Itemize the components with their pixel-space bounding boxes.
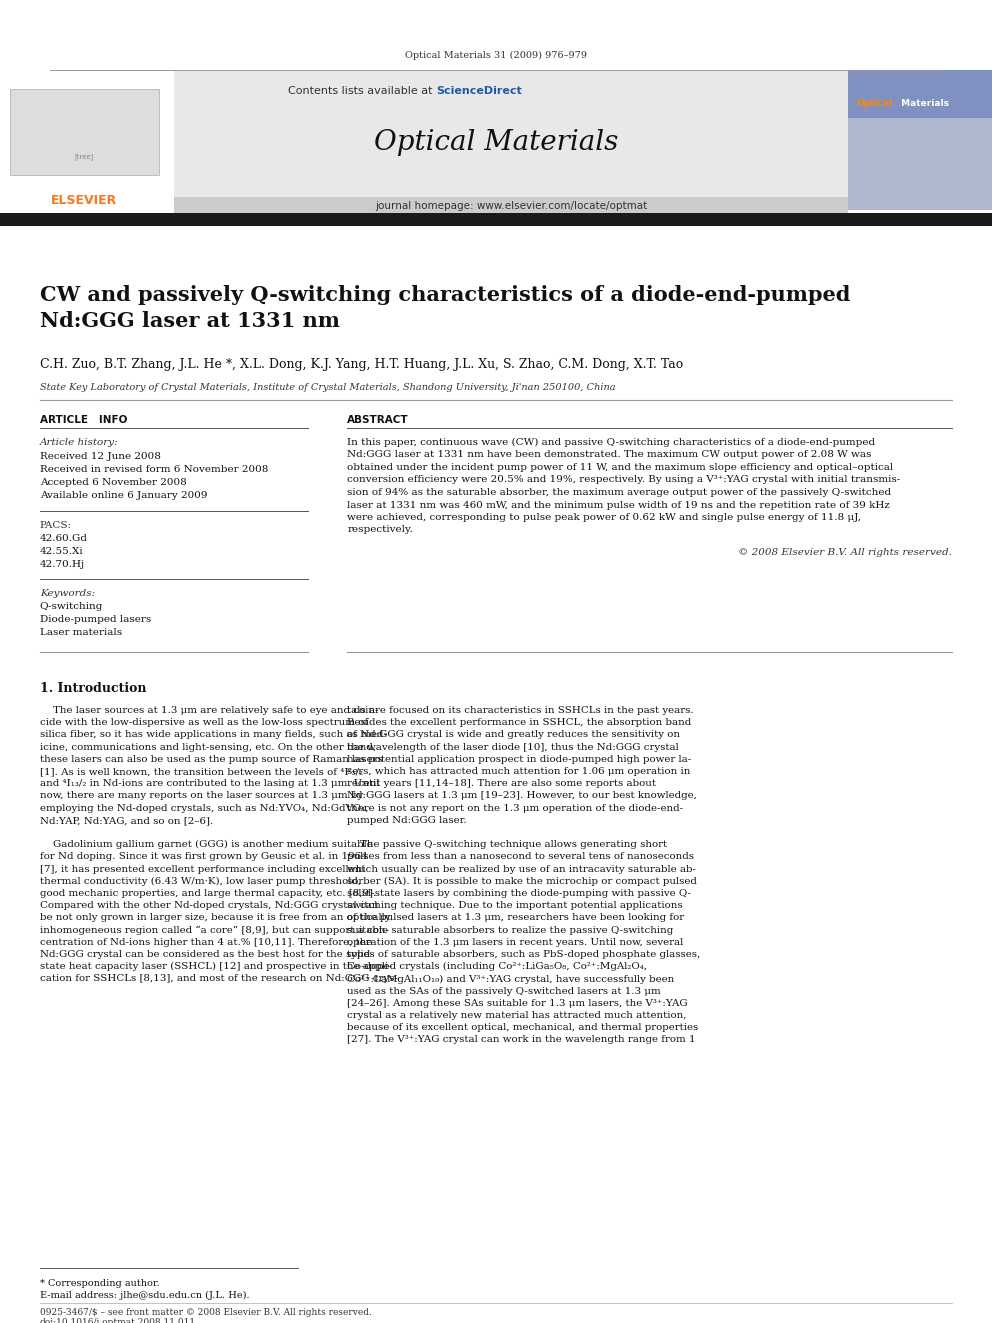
Text: the wavelength of the laser diode [10], thus the Nd:GGG crystal: the wavelength of the laser diode [10], … <box>347 742 679 751</box>
Text: sion of 94% as the saturable absorber, the maximum average output power of the p: sion of 94% as the saturable absorber, t… <box>347 488 892 497</box>
Text: good mechanic properties, and large thermal capacity, etc. [8,9].: good mechanic properties, and large ther… <box>40 889 376 898</box>
Text: icine, communications and light-sensing, etc. On the other hand,: icine, communications and light-sensing,… <box>40 742 376 751</box>
Text: Nd:GGG laser at 1331 nm have been demonstrated. The maximum CW output power of 2: Nd:GGG laser at 1331 nm have been demons… <box>347 451 872 459</box>
Text: ABSTRACT: ABSTRACT <box>347 415 409 425</box>
Text: Received in revised form 6 November 2008: Received in revised form 6 November 2008 <box>40 464 268 474</box>
Text: for Nd doping. Since it was first grown by Geusic et al. in 1964: for Nd doping. Since it was first grown … <box>40 852 367 861</box>
Text: pumped Nd:GGG laser.: pumped Nd:GGG laser. <box>347 816 467 824</box>
Text: 42.70.Hj: 42.70.Hj <box>40 560 84 569</box>
Text: used as the SAs of the passively Q-switched lasers at 1.3 μm: used as the SAs of the passively Q-switc… <box>347 987 661 996</box>
Text: Contents lists available at: Contents lists available at <box>289 86 436 97</box>
Text: 42.60.Gd: 42.60.Gd <box>40 534 87 542</box>
Text: Nd:GGG lasers at 1.3 μm [19–23]. However, to our best knowledge,: Nd:GGG lasers at 1.3 μm [19–23]. However… <box>347 791 697 800</box>
Text: be not only grown in larger size, because it is free from an optically: be not only grown in larger size, becaus… <box>40 913 390 922</box>
Text: suitable saturable absorbers to realize the passive Q-switching: suitable saturable absorbers to realize … <box>347 926 674 934</box>
Text: silica fiber, so it has wide applications in many fields, such as med-: silica fiber, so it has wide application… <box>40 730 387 740</box>
Text: sorber (SA). It is possible to make the microchip or compact pulsed: sorber (SA). It is possible to make the … <box>347 877 697 886</box>
Text: Optical Materials: Optical Materials <box>374 128 618 156</box>
Text: Compared with the other Nd-doped crystals, Nd:GGG crystal can: Compared with the other Nd-doped crystal… <box>40 901 378 910</box>
Text: inhomogeneous region called “a core” [8,9], but can support a con-: inhomogeneous region called “a core” [8,… <box>40 926 389 935</box>
Text: solid-state lasers by combining the diode-pumping with passive Q-: solid-state lasers by combining the diod… <box>347 889 691 898</box>
Text: of Nd:GGG crystal is wide and greatly reduces the sensitivity on: of Nd:GGG crystal is wide and greatly re… <box>347 730 681 740</box>
Text: Besides the excellent performance in SSHCL, the absorption band: Besides the excellent performance in SSH… <box>347 718 691 728</box>
Text: [27]. The V³⁺:YAG crystal can work in the wavelength range from 1: [27]. The V³⁺:YAG crystal can work in th… <box>347 1036 695 1044</box>
Text: state heat capacity laser (SSHCL) [12] and prospective in the appli-: state heat capacity laser (SSHCL) [12] a… <box>40 962 392 971</box>
Text: E-mail address: jlhe@sdu.edu.cn (J.L. He).: E-mail address: jlhe@sdu.edu.cn (J.L. He… <box>40 1291 249 1301</box>
Text: Received 12 June 2008: Received 12 June 2008 <box>40 452 161 460</box>
Text: now, there are many reports on the laser sources at 1.3 μm by: now, there are many reports on the laser… <box>40 791 363 800</box>
Text: 0925-3467/$ – see front matter © 2008 Elsevier B.V. All rights reserved.: 0925-3467/$ – see front matter © 2008 El… <box>40 1308 372 1316</box>
Bar <box>10 89 159 175</box>
Text: PACS:: PACS: <box>40 521 71 531</box>
Text: 1. Introduction: 1. Introduction <box>40 681 146 695</box>
Text: The laser sources at 1.3 μm are relatively safe to eye and coin-: The laser sources at 1.3 μm are relative… <box>40 706 378 714</box>
Text: The passive Q-switching technique allows generating short: The passive Q-switching technique allows… <box>347 840 668 849</box>
Text: Co-doped crystals (including Co²⁺:LiGa₅O₈, Co²⁺:MgAl₂O₄,: Co-doped crystals (including Co²⁺:LiGa₅O… <box>347 962 648 971</box>
Text: thermal conductivity (6.43 W/m·K), low laser pump threshold,: thermal conductivity (6.43 W/m·K), low l… <box>40 877 361 886</box>
Text: © 2008 Elsevier B.V. All rights reserved.: © 2008 Elsevier B.V. All rights reserved… <box>738 548 952 557</box>
Bar <box>0 213 992 226</box>
Text: there is not any report on the 1.3 μm operation of the diode-end-: there is not any report on the 1.3 μm op… <box>347 803 683 812</box>
Text: Nd:GGG crystal can be considered as the best host for the solid-: Nd:GGG crystal can be considered as the … <box>40 950 373 959</box>
Text: cation for SSHCLs [8,13], and most of the research on Nd:GGG crys-: cation for SSHCLs [8,13], and most of th… <box>40 975 398 983</box>
Text: Accepted 6 November 2008: Accepted 6 November 2008 <box>40 478 186 487</box>
Text: switching technique. Due to the important potential applications: switching technique. Due to the importan… <box>347 901 682 910</box>
Text: [tree]: [tree] <box>74 153 94 160</box>
Text: were achieved, corresponding to pulse peak power of 0.62 kW and single pulse ene: were achieved, corresponding to pulse pe… <box>347 513 861 523</box>
Text: [24–26]. Among these SAs suitable for 1.3 μm lasers, the V³⁺:YAG: [24–26]. Among these SAs suitable for 1.… <box>347 999 687 1008</box>
Text: C.H. Zuo, B.T. Zhang, J.L. He *, X.L. Dong, K.J. Yang, H.T. Huang, J.L. Xu, S. Z: C.H. Zuo, B.T. Zhang, J.L. He *, X.L. Do… <box>40 359 682 370</box>
Bar <box>0 70 992 210</box>
Text: these lasers can also be used as the pump source of Raman lasers: these lasers can also be used as the pum… <box>40 755 383 763</box>
Text: ARTICLE   INFO: ARTICLE INFO <box>40 415 127 425</box>
Text: Available online 6 January 2009: Available online 6 January 2009 <box>40 491 207 500</box>
Bar <box>848 70 992 210</box>
Text: Q-switching: Q-switching <box>40 602 103 611</box>
Text: Keywords:: Keywords: <box>40 589 95 598</box>
Bar <box>0 70 174 210</box>
Text: [1]. As is well known, the transition between the levels of ⁴F₃/₂: [1]. As is well known, the transition be… <box>40 767 363 777</box>
Text: sers, which has attracted much attention for 1.06 μm operation in: sers, which has attracted much attention… <box>347 767 690 777</box>
Text: laser at 1331 nm was 460 mW, and the minimum pulse width of 19 ns and the repeti: laser at 1331 nm was 460 mW, and the min… <box>347 500 890 509</box>
Text: respectively.: respectively. <box>347 525 413 534</box>
Text: crystal as a relatively new material has attracted much attention,: crystal as a relatively new material has… <box>347 1011 686 1020</box>
Text: Nd:YAP, Nd:YAG, and so on [2–6].: Nd:YAP, Nd:YAG, and so on [2–6]. <box>40 816 213 824</box>
Text: Laser materials: Laser materials <box>40 628 122 636</box>
Bar <box>174 197 848 213</box>
Text: types of saturable absorbers, such as PbS-doped phosphate glasses,: types of saturable absorbers, such as Pb… <box>347 950 700 959</box>
Text: Co²⁺:LaMgAl₁₁O₁₉) and V³⁺:YAG crystal, have successfully been: Co²⁺:LaMgAl₁₁O₁₉) and V³⁺:YAG crystal, h… <box>347 975 675 983</box>
Text: conversion efficiency were 20.5% and 19%, respectively. By using a V³⁺:YAG cryst: conversion efficiency were 20.5% and 19%… <box>347 475 901 484</box>
Text: Optical: Optical <box>856 98 893 107</box>
Text: ELSEVIER: ELSEVIER <box>52 193 117 206</box>
Text: ScienceDirect: ScienceDirect <box>436 86 522 97</box>
Text: CW and passively Q-switching characteristics of a diode-end-pumped
Nd:GGG laser : CW and passively Q-switching characteris… <box>40 284 850 331</box>
Text: because of its excellent optical, mechanical, and thermal properties: because of its excellent optical, mechan… <box>347 1023 698 1032</box>
Text: obtained under the incident pump power of 11 W, and the maximum slope efficiency: obtained under the incident pump power o… <box>347 463 894 472</box>
Text: Optical Materials 31 (2009) 976–979: Optical Materials 31 (2009) 976–979 <box>405 50 587 60</box>
Text: pulses from less than a nanosecond to several tens of nanoseconds: pulses from less than a nanosecond to se… <box>347 852 694 861</box>
Text: * Corresponding author.: * Corresponding author. <box>40 1279 160 1289</box>
Text: Gadolinium gallium garnet (GGG) is another medium suitable: Gadolinium gallium garnet (GGG) is anoth… <box>40 840 372 849</box>
Text: tals are focused on its characteristics in SSHCLs in the past years.: tals are focused on its characteristics … <box>347 706 693 714</box>
Text: which usually can be realized by use of an intracavity saturable ab-: which usually can be realized by use of … <box>347 865 696 873</box>
Text: of the pulsed lasers at 1.3 μm, researchers have been looking for: of the pulsed lasers at 1.3 μm, research… <box>347 913 684 922</box>
Text: State Key Laboratory of Crystal Materials, Institute of Crystal Materials, Shand: State Key Laboratory of Crystal Material… <box>40 382 615 392</box>
Text: [7], it has presented excellent performance including excellent: [7], it has presented excellent performa… <box>40 865 365 873</box>
Bar <box>848 70 992 118</box>
Text: Article history:: Article history: <box>40 438 118 447</box>
Text: and ⁴I₁₃/₂ in Nd-ions are contributed to the lasing at 1.3 μm. Until: and ⁴I₁₃/₂ in Nd-ions are contributed to… <box>40 779 379 789</box>
Text: Materials: Materials <box>898 98 948 107</box>
Text: cide with the low-dispersive as well as the low-loss spectrum of: cide with the low-dispersive as well as … <box>40 718 368 728</box>
Text: journal homepage: www.elsevier.com/locate/optmat: journal homepage: www.elsevier.com/locat… <box>375 201 647 210</box>
Text: employing the Nd-doped crystals, such as Nd:YVO₄, Nd:GdVO₄,: employing the Nd-doped crystals, such as… <box>40 803 368 812</box>
Text: 42.55.Xi: 42.55.Xi <box>40 546 83 556</box>
Text: centration of Nd-ions higher than 4 at.% [10,11]. Therefore, the: centration of Nd-ions higher than 4 at.%… <box>40 938 372 947</box>
Text: recent years [11,14–18]. There are also some reports about: recent years [11,14–18]. There are also … <box>347 779 656 789</box>
Text: has potential application prospect in diode-pumped high power la-: has potential application prospect in di… <box>347 755 691 763</box>
Text: doi:10.1016/j.optmat.2008.11.011: doi:10.1016/j.optmat.2008.11.011 <box>40 1318 195 1323</box>
Text: operation of the 1.3 μm lasers in recent years. Until now, several: operation of the 1.3 μm lasers in recent… <box>347 938 683 947</box>
Text: Diode-pumped lasers: Diode-pumped lasers <box>40 615 151 624</box>
Text: In this paper, continuous wave (CW) and passive Q-switching characteristics of a: In this paper, continuous wave (CW) and … <box>347 438 875 447</box>
